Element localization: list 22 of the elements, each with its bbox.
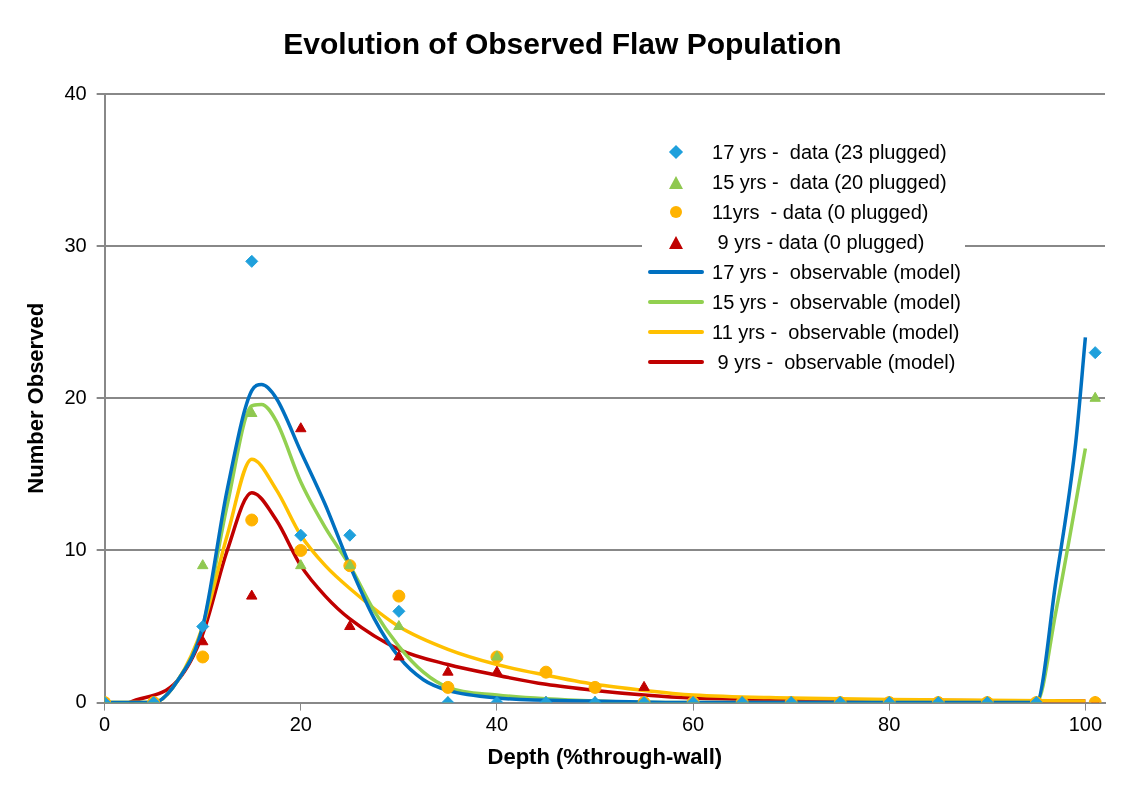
legend-label: 11yrs - data (0 plugged)	[712, 200, 929, 225]
y-tick-label: 40	[64, 81, 87, 104]
x-tick-label: 80	[878, 713, 901, 736]
legend-label: 17 yrs - observable (model)	[712, 260, 961, 285]
legend-label: 15 yrs - observable (model)	[712, 290, 961, 315]
legend-label: 9 yrs - observable (model)	[716, 350, 956, 375]
chart-title: Evolution of Observed Flaw Population	[283, 27, 842, 61]
x-tick-label: 20	[289, 713, 312, 736]
legend-label: 9 yrs - data (0 plugged)	[716, 230, 925, 255]
y-tick-label: 10	[64, 537, 87, 560]
legend-label: 15 yrs - data (20 plugged)	[712, 170, 947, 195]
y-tick-label: 20	[64, 385, 87, 408]
x-tick-label: 40	[485, 713, 509, 736]
legend-label: 11 yrs - observable (model)	[712, 320, 960, 345]
x-tick-label: 0	[99, 713, 111, 736]
y-axis-title: Number Observed	[23, 302, 49, 494]
x-axis-title: Depth (%through-wall)	[487, 743, 723, 769]
y-tick-label: 0	[75, 690, 87, 713]
legend-label: 17 yrs - data (23 plugged)	[712, 140, 947, 165]
x-tick-label: 60	[681, 713, 705, 736]
y-tick-label: 30	[64, 233, 87, 256]
x-tick-label: 100	[1068, 713, 1103, 736]
